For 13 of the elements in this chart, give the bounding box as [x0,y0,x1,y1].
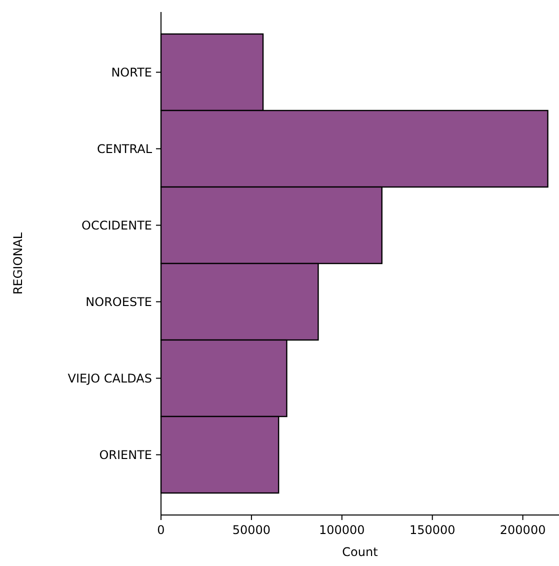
y-tick-label: OCCIDENTE [82,218,152,232]
x-tick-label: 200000 [500,523,546,537]
y-tick-label: VIEJO CALDAS [68,371,152,386]
x-axis-title: Count [342,545,378,559]
y-axis-title: REGIONAL [11,232,25,295]
y-tick-label: ORIENTE [99,448,152,462]
x-tick-label: 50000 [232,523,271,537]
x-tick-label: 150000 [409,523,456,537]
y-tick-label: CENTRAL [96,142,152,156]
x-tick-label: 100000 [319,523,365,537]
y-tick-label: NORTE [111,65,152,80]
x-tick-label: 0 [157,523,165,537]
y-tick-label: NOROESTE [86,294,152,309]
